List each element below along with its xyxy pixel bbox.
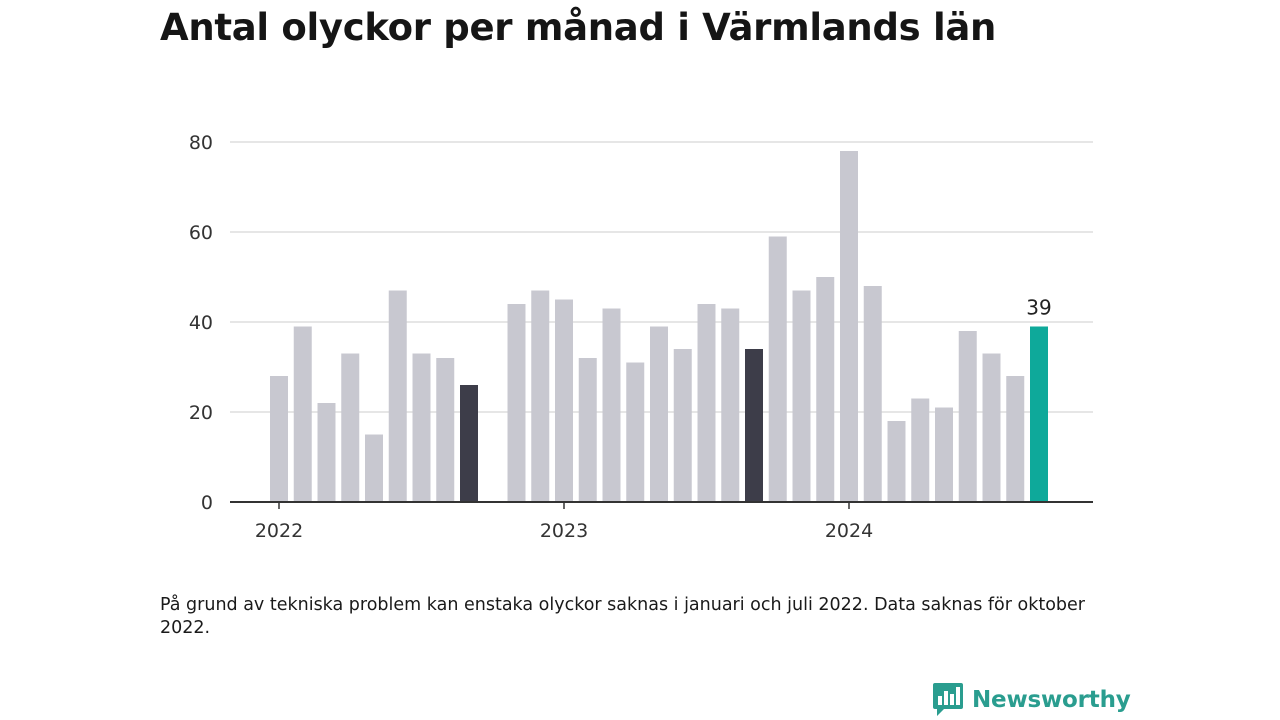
bar bbox=[365, 434, 383, 502]
y-tick-label: 40 bbox=[189, 312, 213, 334]
bar bbox=[412, 353, 431, 502]
bar bbox=[650, 326, 668, 502]
bar bbox=[982, 353, 1001, 502]
bar bbox=[460, 385, 478, 502]
axes: 0 20 40 60 80 2022 2023 2024 bbox=[189, 132, 1093, 542]
bar bbox=[958, 331, 977, 502]
y-tick-label: 0 bbox=[201, 492, 213, 514]
bar bbox=[270, 376, 288, 502]
bar bbox=[1006, 376, 1025, 502]
bar bbox=[555, 299, 573, 502]
x-tick-label: 2023 bbox=[540, 520, 588, 542]
bar bbox=[721, 308, 740, 502]
bar bbox=[673, 349, 692, 502]
bar bbox=[317, 403, 336, 502]
bar bbox=[792, 290, 811, 502]
bar bbox=[341, 353, 360, 502]
bar bbox=[436, 358, 455, 502]
bar bbox=[745, 349, 763, 502]
footnote: På grund av tekniska problem kan enstaka… bbox=[160, 595, 1085, 638]
bar bbox=[1030, 326, 1048, 502]
bar bbox=[626, 362, 645, 502]
bar bbox=[887, 421, 906, 502]
data-labels: 39 bbox=[1026, 296, 1051, 320]
bar bbox=[531, 290, 550, 502]
bar bbox=[911, 398, 930, 502]
x-tick-label: 2024 bbox=[825, 520, 873, 542]
bar bbox=[840, 151, 858, 502]
bar bbox=[816, 277, 835, 502]
bar-chart-speech-bubble-icon bbox=[933, 683, 963, 716]
bar bbox=[388, 290, 407, 502]
y-tick-label: 60 bbox=[189, 222, 213, 244]
brand-name: Newsworthy bbox=[972, 687, 1131, 713]
y-tick-label: 80 bbox=[189, 132, 213, 154]
chart-title: Antal olyckor per månad i Värmlands län bbox=[160, 6, 997, 49]
bar bbox=[863, 286, 882, 502]
bar bbox=[697, 304, 716, 502]
bar bbox=[507, 304, 526, 502]
bar bbox=[293, 326, 312, 502]
bar bbox=[578, 358, 597, 502]
bar bbox=[768, 236, 787, 502]
y-tick-label: 20 bbox=[189, 402, 213, 424]
bar bbox=[935, 407, 953, 502]
newsworthy-logo[interactable]: Newsworthy bbox=[932, 682, 1131, 718]
bars bbox=[270, 151, 1048, 502]
bar-chart: 0 20 40 60 80 2022 2023 2024 39 bbox=[189, 132, 1093, 542]
data-label: 39 bbox=[1026, 296, 1051, 320]
bar bbox=[602, 308, 621, 502]
x-tick-label: 2022 bbox=[255, 520, 303, 542]
